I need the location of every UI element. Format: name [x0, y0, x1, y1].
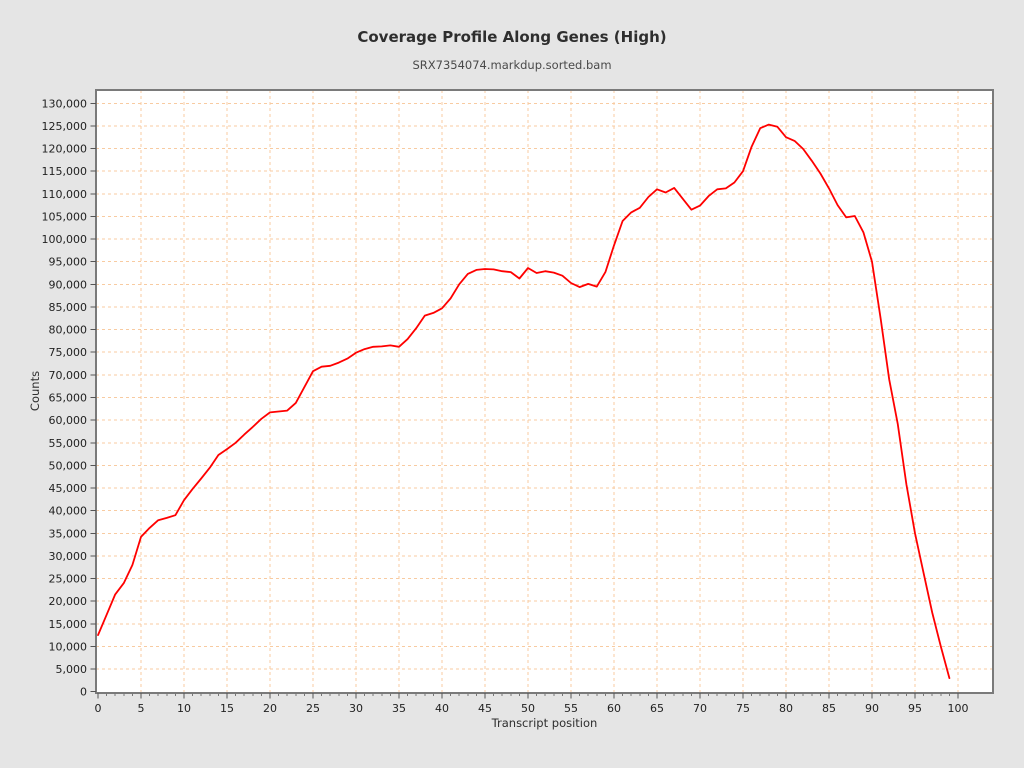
x-tick-label: 45 — [478, 702, 492, 715]
y-tick-label: 0 — [80, 686, 87, 699]
y-tick-label: 30,000 — [49, 550, 88, 563]
y-tick-label: 40,000 — [49, 505, 88, 518]
y-tick-label: 60,000 — [49, 414, 88, 427]
x-tick-label: 85 — [822, 702, 836, 715]
y-tick-label: 10,000 — [49, 640, 88, 653]
y-tick-label: 130,000 — [42, 97, 88, 110]
y-tick-label: 100,000 — [42, 233, 88, 246]
y-tick-label: 25,000 — [49, 573, 88, 586]
x-tick-label: 55 — [564, 702, 578, 715]
y-tick-label: 20,000 — [49, 595, 88, 608]
y-axis-title: Counts — [28, 370, 42, 412]
y-tick-label: 45,000 — [49, 482, 88, 495]
chart-title: Coverage Profile Along Genes (High) — [357, 28, 667, 46]
y-tick-label: 65,000 — [49, 391, 88, 404]
x-tick-label: 95 — [908, 702, 922, 715]
y-tick-label: 35,000 — [49, 527, 88, 540]
coverage-curve — [97, 123, 951, 679]
plot-frame — [95, 89, 994, 694]
x-tick-label: 100 — [948, 702, 969, 715]
y-tick-label: 120,000 — [42, 143, 88, 156]
x-tick-label: 35 — [392, 702, 406, 715]
y-tick-label: 115,000 — [42, 165, 88, 178]
x-tick-label: 30 — [349, 702, 363, 715]
y-tick-label: 15,000 — [49, 618, 88, 631]
y-tick-label: 110,000 — [42, 188, 88, 201]
x-tick-label: 50 — [521, 702, 535, 715]
x-tick-label: 70 — [693, 702, 707, 715]
y-tick-label: 85,000 — [49, 301, 88, 314]
y-tick-label: 5,000 — [56, 663, 88, 676]
y-tick-label: 90,000 — [49, 278, 88, 291]
x-tick-label: 10 — [177, 702, 191, 715]
x-tick-label: 25 — [306, 702, 320, 715]
y-tick-label: 75,000 — [49, 346, 88, 359]
y-tick-label: 50,000 — [49, 459, 88, 472]
y-tick-label: 55,000 — [49, 437, 88, 450]
x-tick-label: 40 — [435, 702, 449, 715]
y-tick-label: 105,000 — [42, 210, 88, 223]
x-tick-label: 20 — [263, 702, 277, 715]
x-tick-label: 75 — [736, 702, 750, 715]
x-tick-label: 0 — [95, 702, 102, 715]
x-tick-label: 80 — [779, 702, 793, 715]
y-tick-label: 95,000 — [49, 256, 88, 269]
chart-subtitle: SRX7354074.markdup.sorted.bam — [412, 58, 612, 72]
x-tick-label: 5 — [138, 702, 145, 715]
y-tick-label: 125,000 — [42, 120, 88, 133]
plot-background — [96, 90, 993, 693]
y-tick-label: 80,000 — [49, 324, 88, 337]
x-tick-label: 60 — [607, 702, 621, 715]
x-tick-label: 65 — [650, 702, 664, 715]
x-tick-label: 15 — [220, 702, 234, 715]
x-tick-label: 90 — [865, 702, 879, 715]
x-axis-title: Transcript position — [491, 716, 598, 730]
y-tick-label: 70,000 — [49, 369, 88, 382]
